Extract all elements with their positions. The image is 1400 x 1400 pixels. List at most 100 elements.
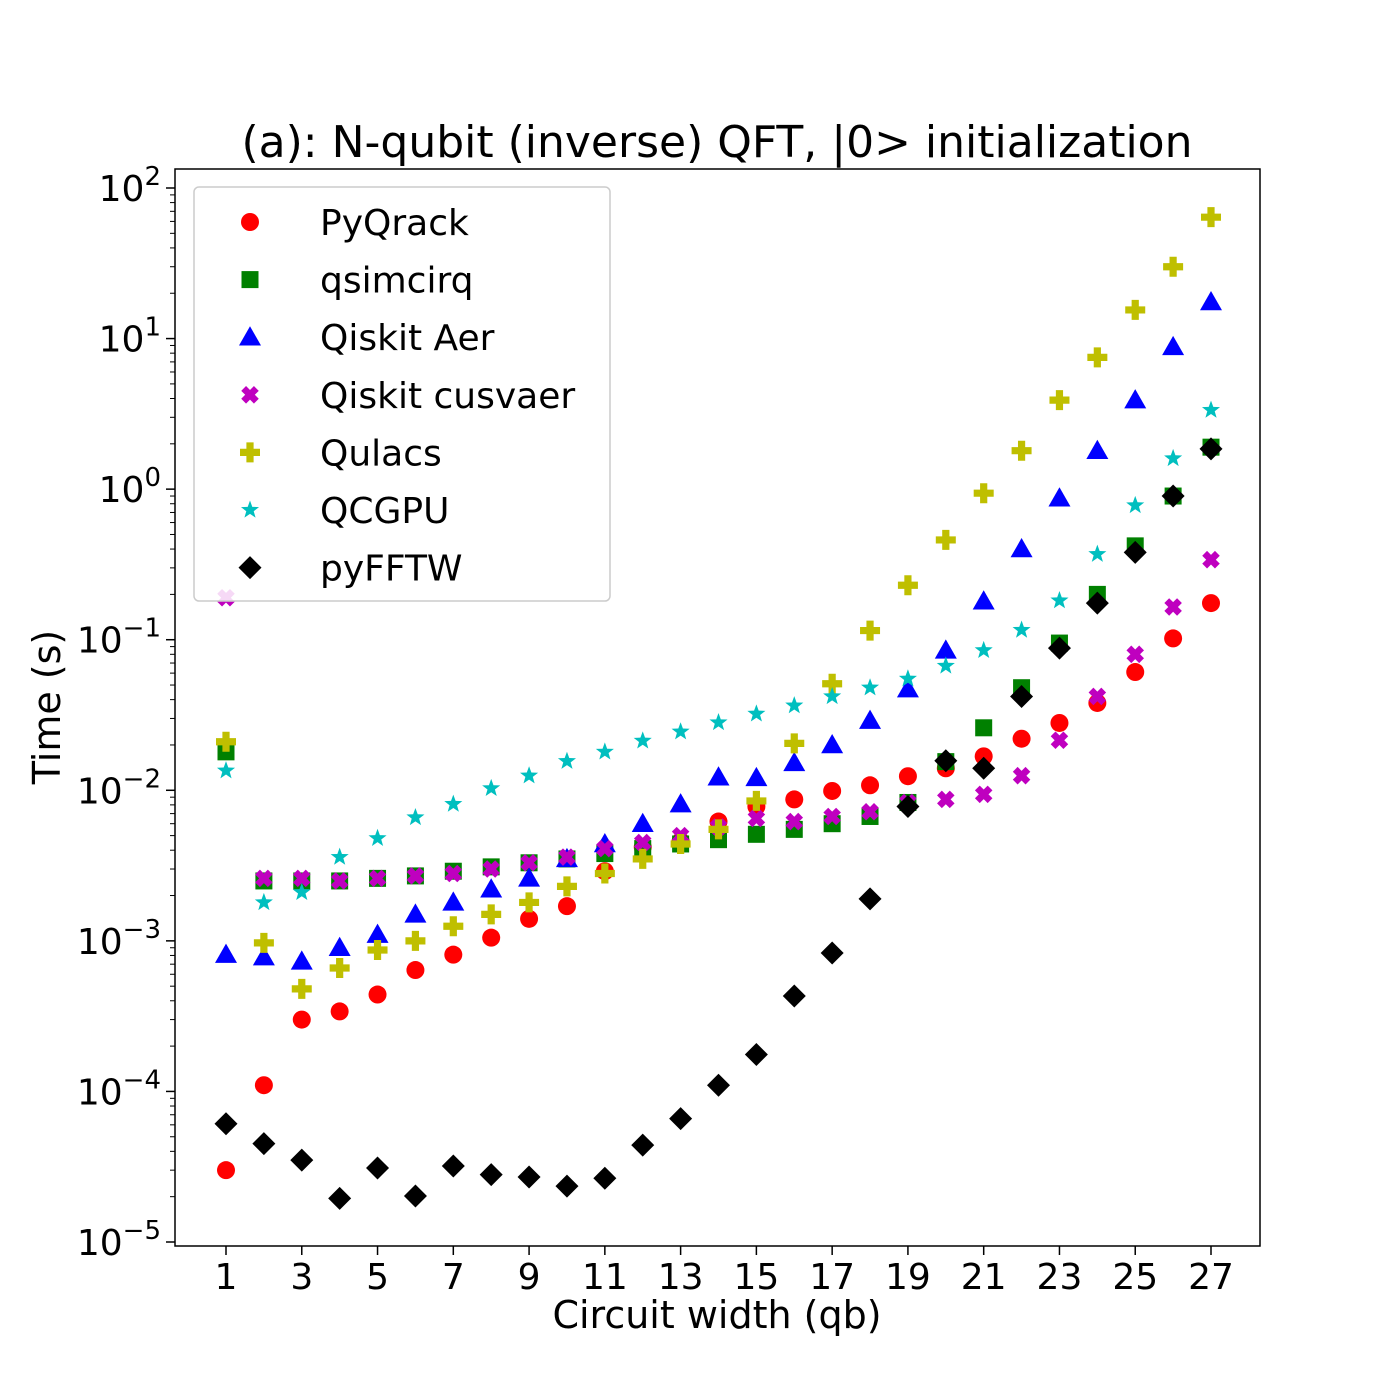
x-tick-label: 27 [1188,1257,1234,1298]
x-tick-label: 23 [1037,1257,1083,1298]
data-point-qulacs [519,892,540,913]
data-point-qulacs [405,930,426,951]
legend: PyQrack qsimcirq Qiskit Aer Qiskit cusvaer Q… [193,186,611,602]
data-point-qiskit-aer [707,766,730,786]
data-point-pyfftw [1010,684,1034,708]
data-point-qcgpu [1126,495,1145,514]
data-point-pyqrack [330,1002,349,1021]
series-qulacs [216,207,1221,999]
series-qcgpu [216,400,1221,911]
data-point-qcgpu [520,766,539,784]
data-point-qiskit-aer [290,950,313,970]
data-point-qiskit-cusvaer [1202,550,1220,569]
data-point-pyqrack [974,747,993,766]
legend-label-pyfftw: pyFFTW [320,549,463,590]
data-point-qcgpu [974,640,993,659]
y-tick-label: 100 [99,463,161,511]
data-point-qsimcirq [975,719,993,737]
data-point-qcgpu [861,678,880,696]
data-point-qiskit-cusvaer [293,869,311,888]
data-point-qsimcirq [217,743,235,761]
data-point-qulacs [367,939,388,960]
data-point-qcgpu [406,807,425,826]
data-point-pyfftw [593,1166,617,1190]
data-point-qiskit-aer [1124,389,1147,409]
data-point-qiskit-aer [745,766,768,787]
data-point-qiskit-cusvaer [520,854,538,872]
data-point-qcgpu [216,761,236,779]
data-point-qcgpu [936,656,955,674]
data-point-qulacs [556,876,577,897]
data-point-pyfftw [1085,591,1109,615]
data-point-qiskit-aer [328,936,351,956]
legend-label-qiskit-cusvaer: Qiskit cusvaer [320,376,575,417]
data-point-qulacs [1049,390,1070,411]
y-tick-label: 101 [99,313,161,361]
series-pyfftw [214,437,1223,1210]
data-point-qcgpu [444,794,463,812]
data-point-pyfftw [328,1186,352,1210]
data-point-pyfftw [934,749,958,773]
data-point-pyfftw [252,1132,276,1156]
data-point-qcgpu [482,778,501,797]
data-point-pyfftw [479,1163,503,1187]
x-axis: 1 3 5 7 9 11 13 15 17 19 21 23 25 27 [215,1246,1234,1298]
data-point-qulacs [1201,207,1221,228]
data-point-qiskit-aer [859,709,882,729]
series-qiskit-cusvaer [217,550,1220,890]
x-tick-label: 15 [733,1257,779,1298]
y-axis-label: Time (s) [25,630,69,786]
data-point-qcgpu [595,742,614,760]
y-tick-label: 10−1 [77,614,161,662]
data-point-qiskit-aer [934,639,957,659]
x-tick-label: 19 [885,1257,931,1298]
data-point-qiskit-aer [669,793,692,813]
data-point-qulacs [670,833,691,854]
data-point-pyqrack [1202,594,1220,613]
data-point-qcgpu [709,712,728,731]
data-point-pyfftw [403,1184,427,1208]
data-point-qiskit-cusvaer [1126,645,1144,664]
legend-label-pyqrack: PyQrack [320,203,469,244]
data-point-qiskit-cusvaer [444,864,463,883]
data-point-qcgpu [292,882,311,901]
data-point-pyqrack [785,790,804,809]
data-point-qulacs [822,673,843,694]
data-point-qiskit-aer [1048,487,1071,507]
x-tick-label: 5 [366,1257,389,1298]
data-point-qiskit-cusvaer [1164,598,1182,616]
data-point-pyfftw [517,1165,541,1189]
legend-marker-qulacs [240,442,260,463]
data-point-pyqrack [217,1161,235,1180]
data-point-pyqrack [557,897,576,916]
series-layer [214,207,1223,1210]
data-point-pyfftw [820,941,844,965]
data-point-pyqrack [1012,729,1031,748]
data-point-qiskit-cusvaer [1012,766,1031,785]
legend-label-qulacs: Qulacs [320,433,442,474]
data-point-qulacs [1125,299,1146,320]
data-point-pyfftw [1047,636,1071,660]
x-tick-label: 1 [215,1257,238,1298]
data-point-qulacs [481,904,502,925]
data-point-qcgpu [785,696,804,714]
legend-marker-pyfftw [238,556,262,580]
data-point-pyqrack [823,781,842,800]
data-point-qiskit-cusvaer [368,869,387,888]
data-point-pyfftw [366,1156,390,1180]
data-point-qiskit-cusvaer [633,833,652,852]
data-point-qiskit-cusvaer [1050,731,1069,749]
data-point-qulacs [291,978,312,999]
data-point-qiskit-cusvaer [861,802,879,821]
data-point-qiskit-cusvaer [974,785,993,804]
data-point-pyfftw [707,1073,730,1097]
data-point-qulacs [253,932,274,953]
data-point-qiskit-aer [631,812,654,832]
legend-marker-qsimcirq [241,271,259,289]
data-point-qulacs [1011,440,1032,461]
data-point-qiskit-aer [783,751,806,772]
data-point-qiskit-aer [821,733,844,754]
data-point-qiskit-aer [1162,335,1185,356]
